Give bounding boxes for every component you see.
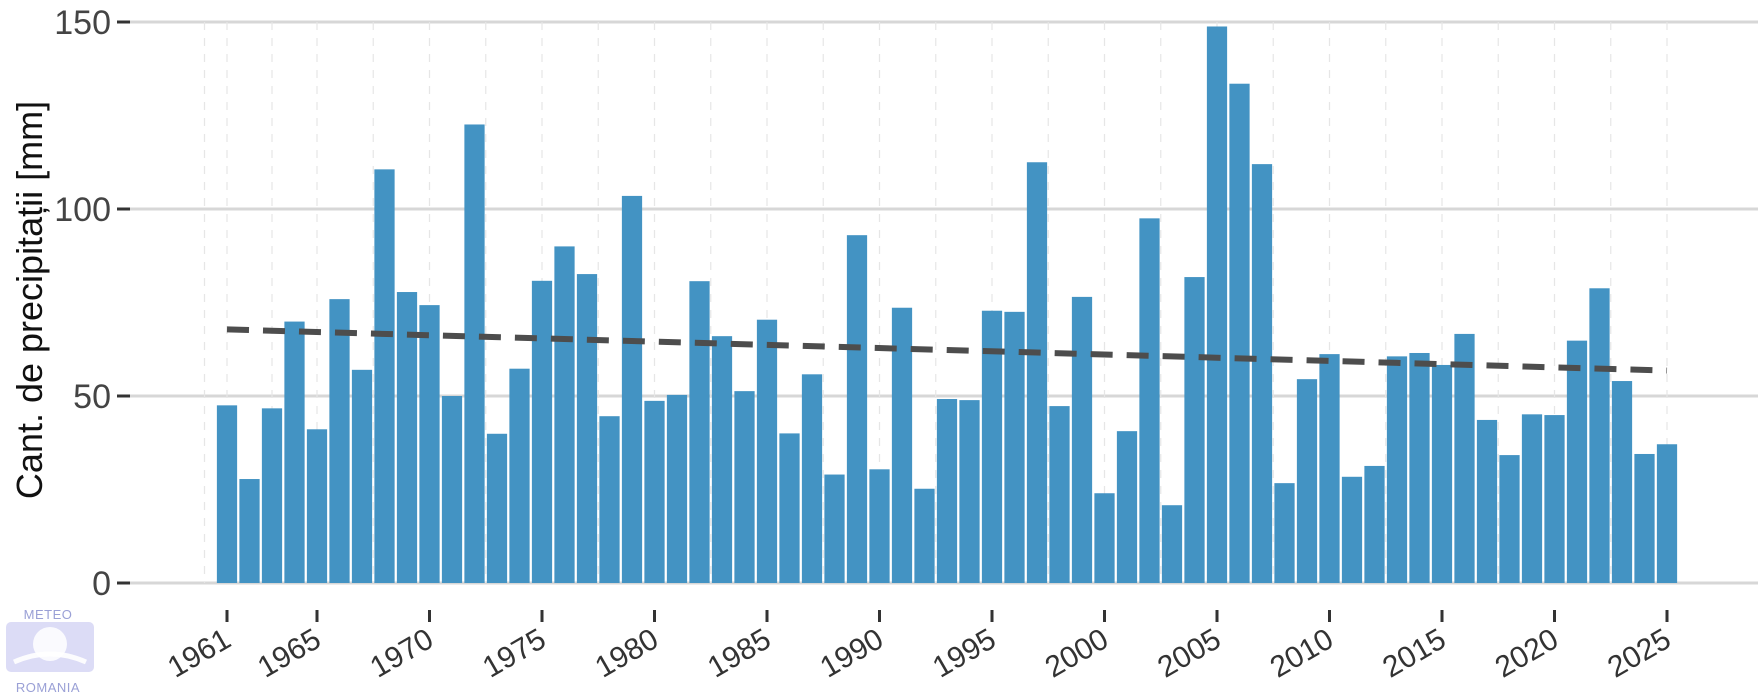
trend-line-path [226,326,1668,374]
bar-2018 [1499,455,1520,583]
x-tick-label-1990: 1990 [815,622,889,684]
bar-1973 [486,433,508,583]
meteo-romania-logo: METEO ROMANIA [6,607,94,695]
logo-top-text: METEO [24,607,73,622]
x-tick-label-1961: 1961 [162,622,236,684]
bar-2007 [1251,164,1273,583]
bar-1989 [846,235,868,583]
x-tick-label-2025: 2025 [1602,622,1676,684]
bar-2000 [1094,493,1115,583]
x-axis: 1961 1965 1970 1975 1980 1985 1990 1995 2000 2005… [162,610,1677,684]
bar-2016 [1454,333,1475,583]
bar-2014 [1409,352,1430,583]
bar-2015 [1431,364,1453,583]
bar-2017 [1476,419,1498,583]
bar-1963 [261,408,283,583]
bar-1971 [441,396,463,583]
bar-1962 [239,479,260,583]
bar-2022 [1589,288,1610,583]
bar-1990 [869,469,890,583]
bar-1993 [936,398,958,583]
bar-2001 [1116,431,1138,583]
bar-1983 [711,336,733,583]
bar-2024 [1634,453,1655,583]
bar-2013 [1386,356,1408,583]
x-tick-label-1995: 1995 [927,622,1001,684]
x-tick-label-1975: 1975 [477,622,551,684]
bar-1992 [914,488,935,583]
x-tick-label-2010: 2010 [1265,622,1339,684]
bar-1968 [374,169,395,583]
bar-1988 [824,474,845,583]
x-tick-label-2020: 2020 [1490,622,1564,684]
bar-2005 [1206,26,1228,584]
bar-1978 [599,416,620,583]
bar-2021 [1566,340,1588,583]
bar-1967 [351,369,373,583]
bar-1998 [1049,406,1070,583]
bar-1975 [531,280,553,583]
bar-1972 [464,124,485,583]
x-tick-label-2000: 2000 [1040,622,1114,684]
y-tick-label-150: 150 [54,4,111,42]
bar-1964 [284,321,305,583]
bar-2006 [1229,83,1250,584]
bar-2019 [1521,414,1543,583]
bar-2003 [1161,505,1183,583]
bar-1997 [1026,162,1048,583]
bar-1979 [621,195,643,583]
bar-1984 [734,391,755,583]
bar-1996 [1004,311,1025,583]
bar-2025 [1656,444,1678,583]
logo-bottom-text: ROMANIA [16,680,80,695]
bar-1995 [981,310,1003,583]
bar-1965 [306,429,328,583]
logo-wave-icon [12,651,88,665]
bar-1977 [576,274,598,583]
bar-1966 [329,299,350,583]
x-tick-label-2005: 2005 [1152,622,1226,684]
bar-1970 [419,305,440,583]
x-tick-label-1985: 1985 [702,622,776,684]
trend-line [226,326,1668,374]
y-tick-label-50: 50 [73,378,111,416]
bar-1994 [959,400,980,583]
bar-2002 [1139,218,1160,583]
bar-1985 [756,319,778,583]
bar-1961 [216,405,238,583]
bar-1999 [1071,296,1093,583]
y-axis-label: Cant. de precipitații [mm] [9,101,50,499]
bar-2012 [1364,465,1385,583]
bar-2008 [1274,483,1295,583]
x-tick-label-2015: 2015 [1377,622,1451,684]
bar-1981 [666,394,688,583]
bar-1969 [396,292,418,583]
bar-1974 [509,368,530,583]
x-tick-label-1970: 1970 [365,622,439,684]
bar-1982 [689,281,710,583]
x-tick-label-1980: 1980 [590,622,664,684]
bar-2004 [1184,277,1205,583]
bar-1986 [779,433,800,583]
y-tick-label-0: 0 [92,565,111,603]
bar-1980 [644,400,665,583]
y-tick-label-100: 100 [54,191,111,229]
bars [216,26,1678,584]
y-axis: 0 50 100 150 [54,4,130,603]
bar-2020 [1544,415,1565,583]
bar-2009 [1296,379,1318,583]
bar-1987 [801,374,823,583]
bar-2010 [1319,354,1340,583]
bar-1991 [891,307,913,583]
bar-2023 [1611,381,1633,583]
bar-2011 [1341,476,1363,583]
bar-1976 [554,246,575,583]
x-tick-label-1965: 1965 [252,622,326,684]
